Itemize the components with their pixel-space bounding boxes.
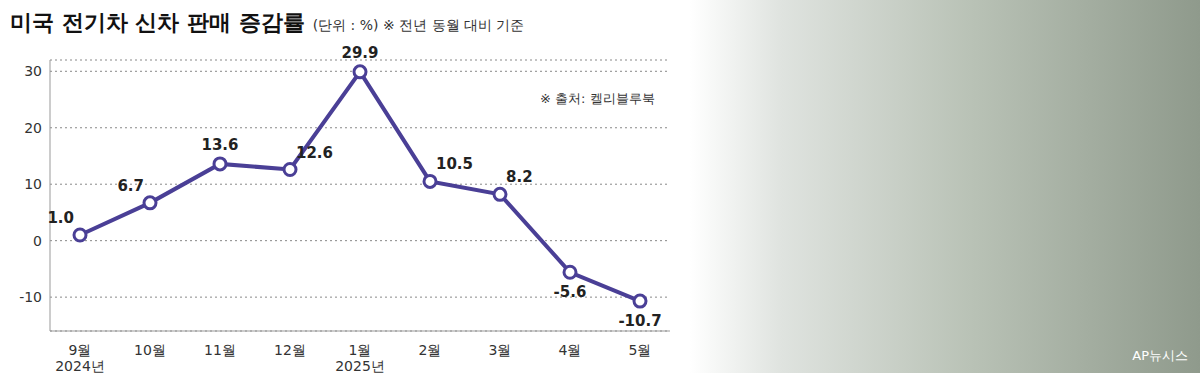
svg-text:1.0: 1.0 — [47, 209, 74, 227]
html-text:미국 전기차 신차 판매 증감률 (단위 : %) ※ 전년: 미국 전기차 신차 판매 증감률 (단위 : %) ※ 전년 동월 대비 기준 — [10, 10, 525, 35]
svg-text:5월: 5월 — [629, 342, 652, 358]
svg-text:30: 30 — [24, 63, 42, 79]
svg-text:-10: -10 — [19, 289, 42, 305]
svg-text:11월: 11월 — [204, 342, 236, 358]
svg-text:4월: 4월 — [559, 342, 582, 358]
svg-text:1월2025년: 1월2025년 — [335, 342, 385, 373]
svg-text:20: 20 — [24, 120, 42, 136]
svg-text:8.2: 8.2 — [506, 168, 533, 186]
svg-text:10.5: 10.5 — [436, 155, 473, 173]
svg-text:12월: 12월 — [274, 342, 306, 358]
svg-text:2월: 2월 — [419, 342, 442, 358]
svg-text:10월: 10월 — [134, 342, 166, 358]
svg-text:-5.6: -5.6 — [554, 283, 587, 301]
svg-text:10: 10 — [24, 176, 42, 192]
svg-text:29.9: 29.9 — [341, 44, 378, 62]
html-text:※ 출처: 켈리블루북: ※ 출처: 켈리블루북 — [540, 91, 655, 106]
svg-text:13.6: 13.6 — [201, 136, 238, 154]
svg-text:9월2024년: 9월2024년 — [55, 342, 105, 373]
svg-text:3월: 3월 — [489, 342, 512, 358]
svg-text:6.7: 6.7 — [117, 177, 144, 195]
svg-text:0: 0 — [33, 233, 42, 249]
html-text:AP뉴시스: AP뉴시스 — [1132, 348, 1188, 363]
svg-text:12.6: 12.6 — [296, 144, 333, 162]
svg-text:-10.7: -10.7 — [618, 312, 661, 330]
